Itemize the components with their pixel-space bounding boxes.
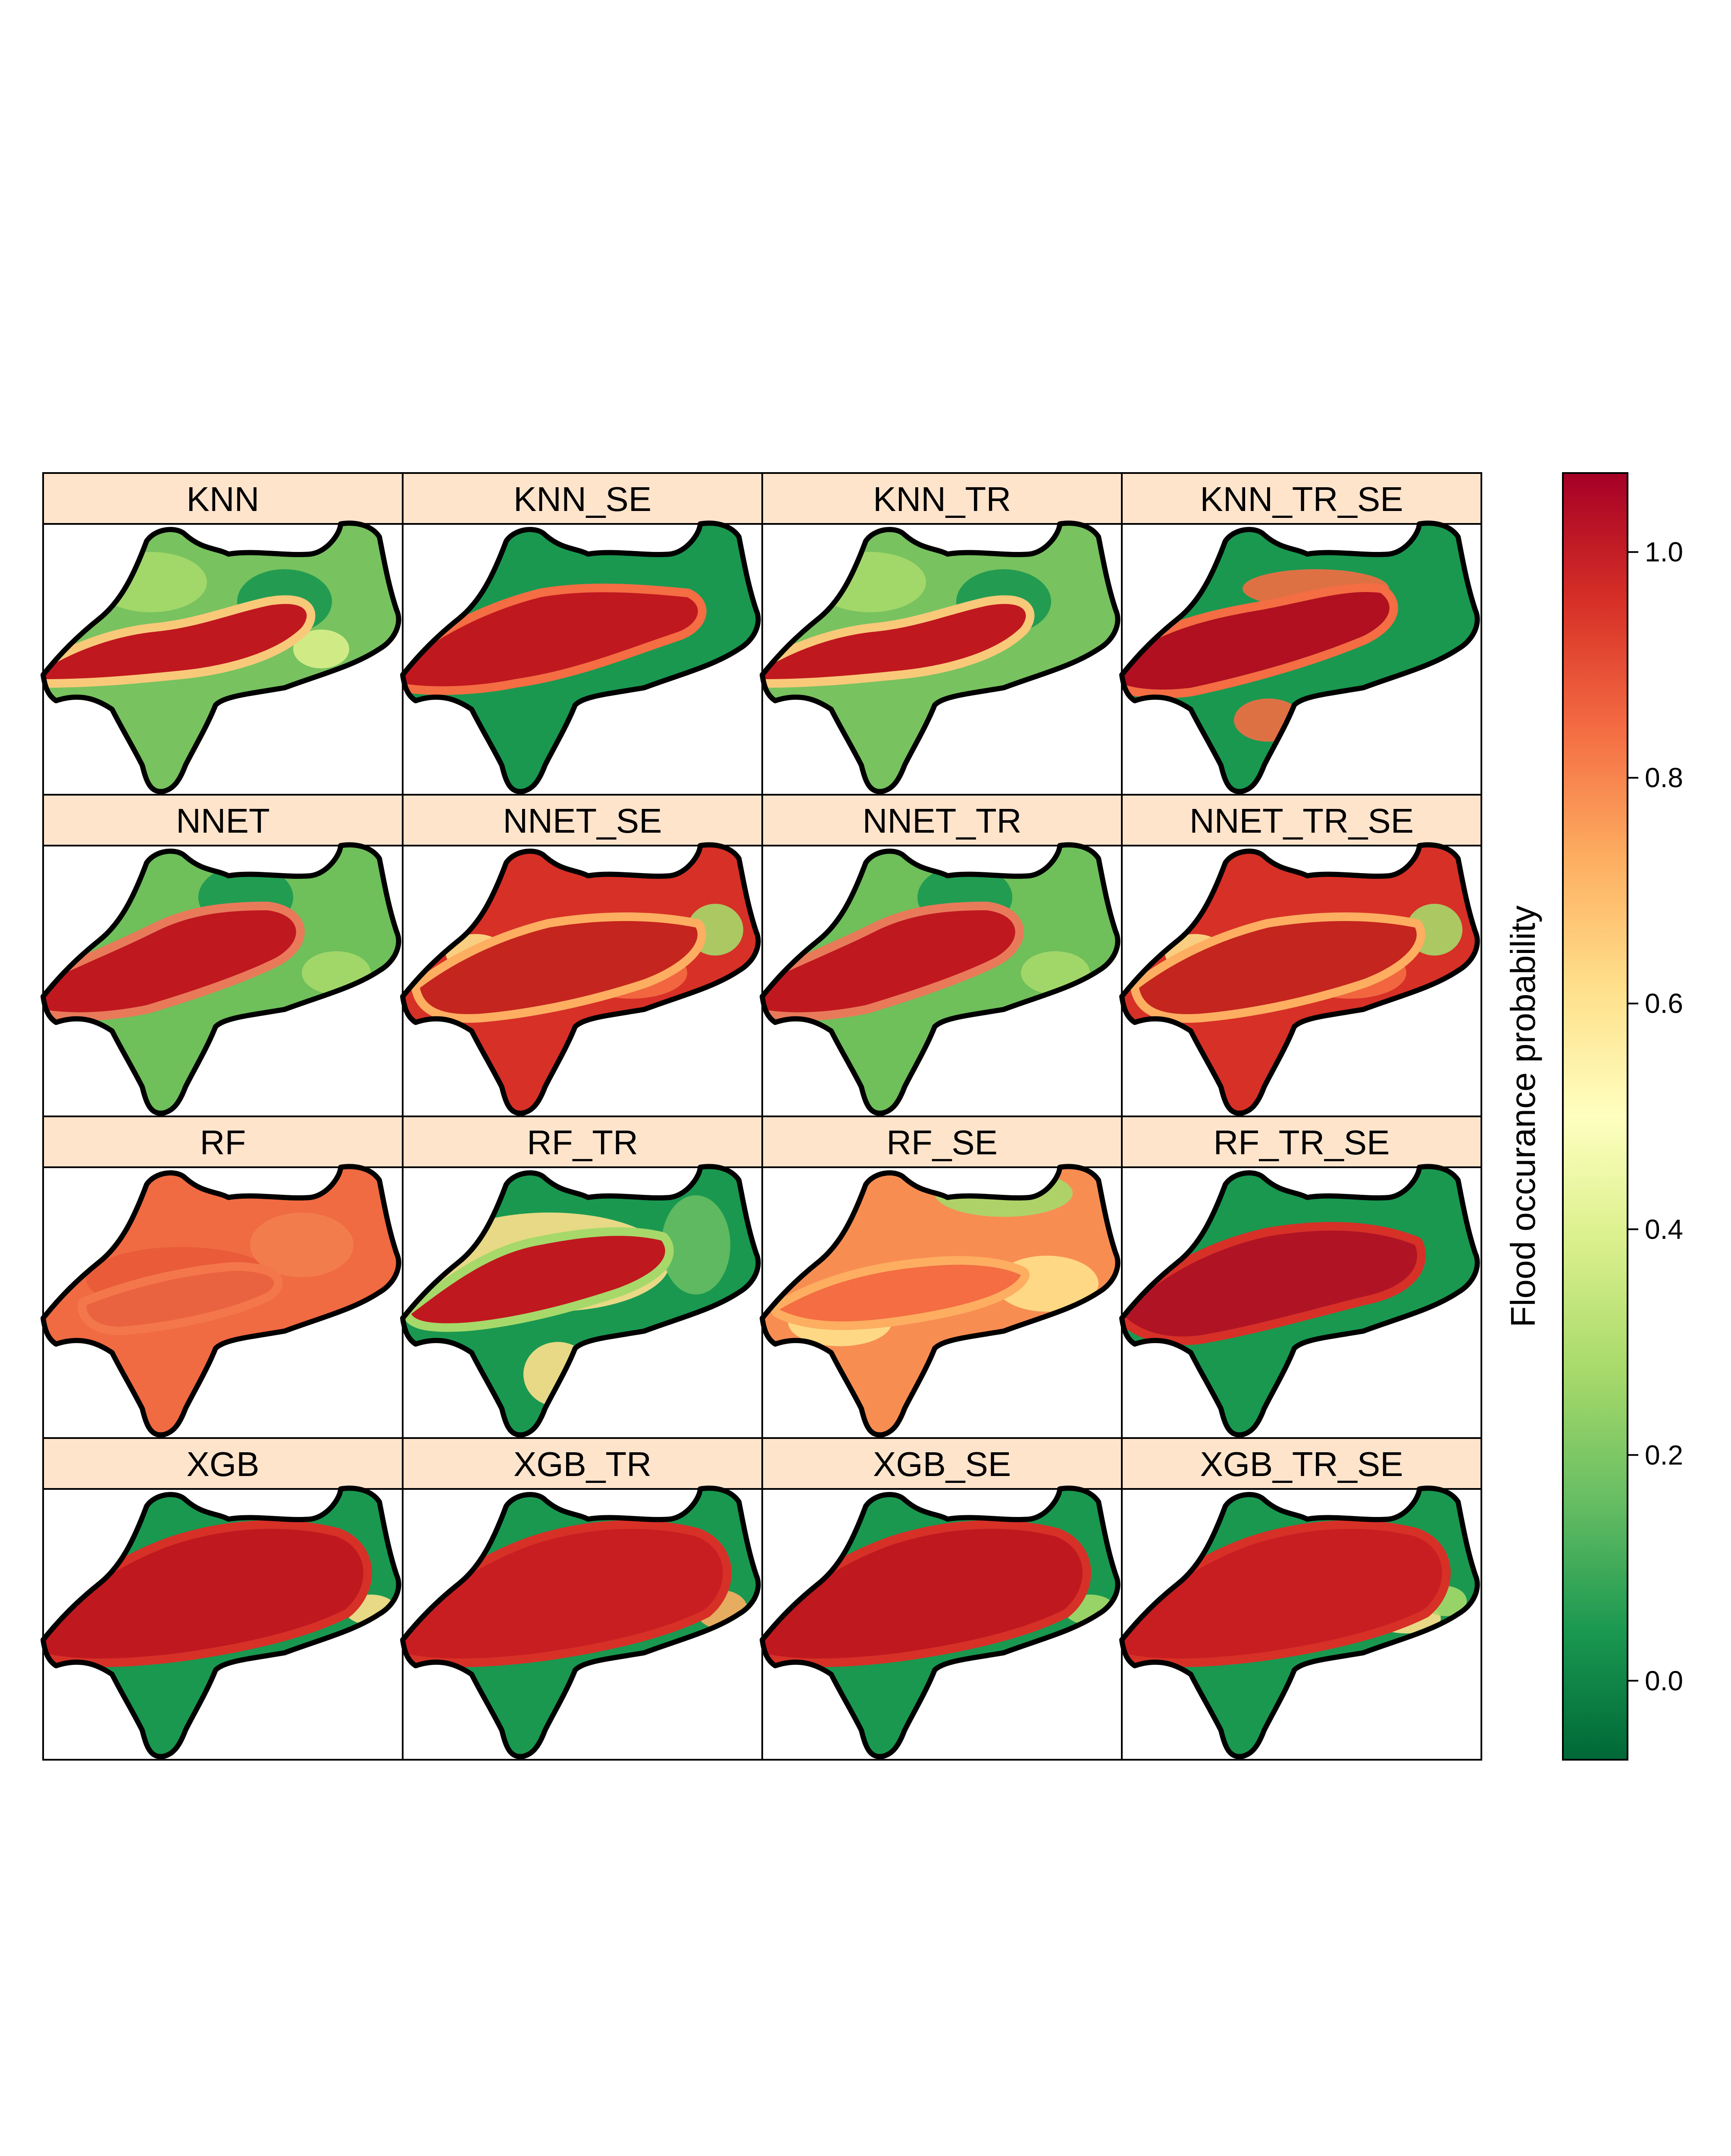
- panel-knn-tr-se: KNN_TR_SE: [1119, 472, 1482, 796]
- panel-strip: [402, 1437, 763, 1490]
- panel-title: NNET_TR: [863, 802, 1022, 840]
- panel-title: NNET_TR_SE: [1189, 802, 1414, 840]
- panel-nnet-tr: NNET_TR: [760, 794, 1123, 1117]
- catchment-boundary: [760, 842, 1121, 1116]
- panel-title: KNN_SE: [513, 480, 651, 518]
- panel-knn-se: KNN_SE: [400, 472, 763, 796]
- catchment-boundary: [41, 1485, 401, 1759]
- legend-title: Flood occurance probability: [1504, 906, 1542, 1327]
- panel-strip: [1121, 1437, 1482, 1490]
- panel-nnet: NNET: [41, 794, 404, 1117]
- catchment-boundary: [1119, 1485, 1480, 1759]
- panel-rf-tr-se: RF_TR_SE: [1119, 1116, 1482, 1439]
- panel-title: RF_TR: [527, 1123, 638, 1162]
- catchment-boundary: [400, 520, 761, 794]
- catchment-boundary: [760, 1164, 1121, 1438]
- panel-xgb-se: XGB_SE: [760, 1437, 1123, 1761]
- colorbar: 0.0 0.2 0.4 0.6 0.8 1.0 Flood occurance probab…: [1504, 472, 1683, 1761]
- panel-title: XGB_SE: [873, 1445, 1011, 1483]
- colorbar-tick-label: 0.0: [1645, 1665, 1683, 1696]
- catchment-boundary: [41, 1164, 401, 1438]
- panel-title: XGB_TR: [513, 1445, 651, 1483]
- panel-rf-tr: RF_TR: [400, 1116, 763, 1439]
- panel-strip: [42, 1437, 404, 1490]
- panel-title: XGB_TR_SE: [1200, 1445, 1403, 1483]
- panel-strip: [761, 472, 1123, 525]
- colorbar-tick-label: 0.4: [1645, 1214, 1683, 1245]
- panel-strip: [1121, 1116, 1482, 1168]
- panel-title: RF_SE: [886, 1123, 998, 1162]
- panel-nnet-tr-se: NNET_TR_SE: [1119, 794, 1482, 1117]
- panel-strip: [1121, 472, 1482, 525]
- panel-strip: [1121, 794, 1482, 846]
- colorbar-tick-label: 0.2: [1645, 1439, 1683, 1470]
- catchment-boundary: [400, 842, 761, 1116]
- colorbar-tick-label: 0.8: [1645, 762, 1683, 793]
- panel-title: RF_TR_SE: [1214, 1123, 1390, 1162]
- panel-xgb-tr-se: XGB_TR_SE: [1119, 1437, 1482, 1761]
- panel-xgb: XGB: [41, 1437, 404, 1761]
- panel-title: KNN: [187, 480, 260, 518]
- colorbar-tick-label: 0.6: [1645, 988, 1683, 1019]
- panel-strip: [761, 794, 1123, 846]
- panel-title: XGB: [187, 1445, 260, 1483]
- panel-strip: [761, 1437, 1123, 1490]
- catchment-boundary: [760, 1485, 1121, 1759]
- colorbar-gradient: [1562, 472, 1628, 1761]
- panel-strip: [42, 472, 404, 525]
- panel-strip: [761, 1116, 1123, 1168]
- panel-strip: [402, 1116, 763, 1168]
- panel-title: KNN_TR_SE: [1200, 480, 1403, 518]
- panel-title: NNET: [176, 802, 270, 840]
- panel-title: RF: [200, 1123, 246, 1162]
- catchment-boundary: [400, 1164, 761, 1438]
- panel-rf-se: RF_SE: [760, 1116, 1123, 1439]
- panel-rf: RF: [41, 1116, 404, 1439]
- catchment-boundary: [1119, 520, 1480, 794]
- catchment-boundary: [41, 842, 401, 1116]
- panel-knn-tr: KNN_TR: [760, 472, 1123, 796]
- panel-strip: [42, 794, 404, 846]
- panel-title: KNN_TR: [873, 480, 1011, 518]
- catchment-boundary: [1119, 842, 1480, 1116]
- catchment-boundary: [1119, 1164, 1480, 1438]
- panel-nnet-se: NNET_SE: [400, 794, 763, 1117]
- map-panel-grid: KNN KNN_SE KNN_TR KNN_TR_SE NNET NNET_SE NNET_…: [41, 472, 1482, 1761]
- catchment-boundary: [400, 1485, 761, 1759]
- panel-title: NNET_SE: [503, 802, 662, 840]
- catchment-boundary: [760, 520, 1121, 794]
- catchment-boundary: [41, 520, 401, 794]
- colorbar-tick-label: 1.0: [1645, 536, 1683, 567]
- panel-knn: KNN: [41, 472, 404, 796]
- panel-xgb-tr: XGB_TR: [400, 1437, 763, 1761]
